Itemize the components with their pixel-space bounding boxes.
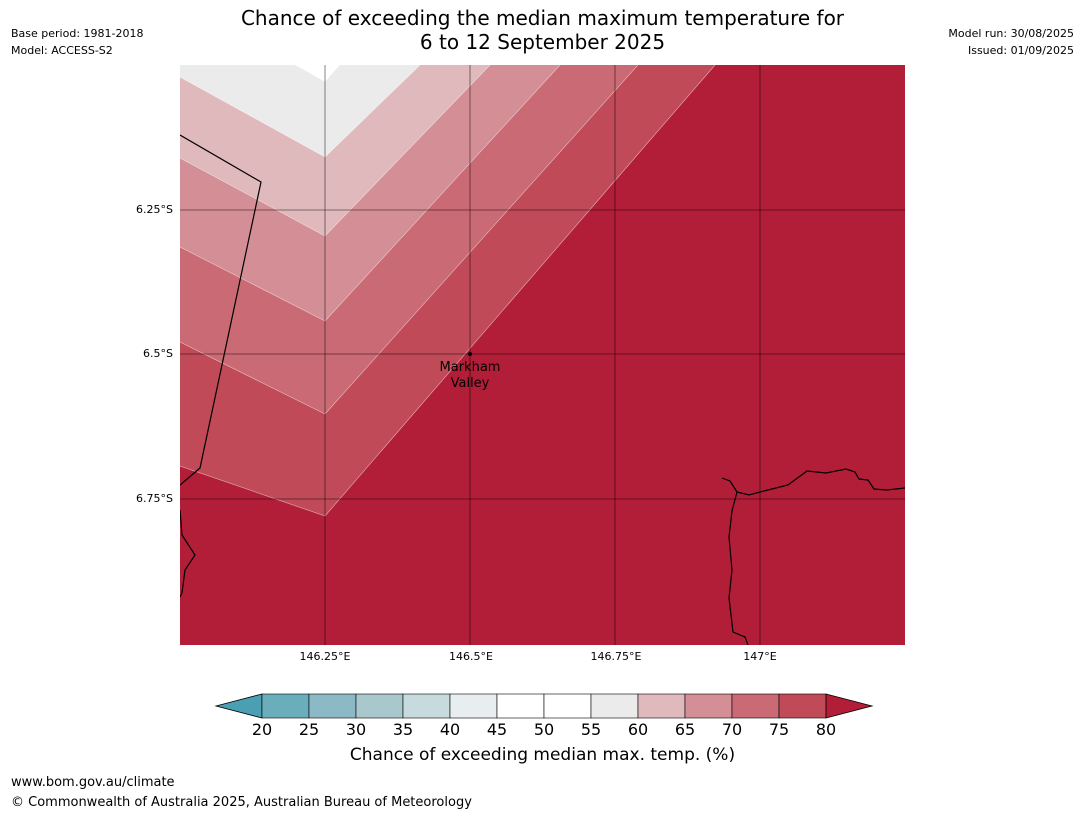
colorbar-tick-label: 65 bbox=[674, 720, 696, 739]
colorbar-extend-high bbox=[825, 693, 874, 719]
place-label: Markham Valley bbox=[400, 360, 540, 392]
lon-tick-146-5: 146.5°E bbox=[449, 650, 493, 663]
colorbar-extend-low bbox=[214, 693, 263, 719]
colorbar-segment bbox=[261, 693, 310, 719]
colorbar-segment bbox=[684, 693, 733, 719]
colorbar-tick-label: 55 bbox=[580, 720, 602, 739]
colorbar-segment bbox=[731, 693, 780, 719]
footer-copyright: © Commonwealth of Australia 2025, Austra… bbox=[11, 795, 472, 810]
meta-right: Model run: 30/08/2025 Issued: 01/09/2025 bbox=[948, 25, 1074, 59]
colorbar-title: Chance of exceeding median max. temp. (%… bbox=[349, 745, 736, 765]
colorbar-segment bbox=[496, 693, 545, 719]
colorbar-segment bbox=[590, 693, 639, 719]
band-55-60 bbox=[180, 65, 420, 157]
band-50-55 bbox=[180, 65, 340, 82]
map-title: Chance of exceeding the median maximum t… bbox=[0, 6, 1085, 54]
colorbar-segment bbox=[637, 693, 686, 719]
lat-tick-6-75: 6.75°S bbox=[136, 492, 173, 505]
title-line-2: 6 to 12 September 2025 bbox=[419, 30, 666, 54]
colorbar-tick-label: 60 bbox=[627, 720, 649, 739]
colorbar-tick-label: 50 bbox=[533, 720, 555, 739]
colorbar-segment bbox=[402, 693, 451, 719]
lat-tick-6-25: 6.25°S bbox=[136, 203, 173, 216]
colorbar-tick-label: 70 bbox=[721, 720, 743, 739]
colorbar-tick-label: 80 bbox=[815, 720, 837, 739]
meta-left: Base period: 1981-2018 Model: ACCESS-S2 bbox=[11, 25, 143, 59]
colorbar-tick-label: 30 bbox=[345, 720, 367, 739]
place-label-line-2: Valley bbox=[450, 376, 490, 391]
title-line-1: Chance of exceeding the median maximum t… bbox=[240, 6, 845, 30]
colorbar-tick-label: 40 bbox=[439, 720, 461, 739]
lon-tick-147: 147°E bbox=[743, 650, 777, 663]
lat-tick-6-5: 6.5°S bbox=[143, 347, 173, 360]
colorbar-segment bbox=[778, 693, 827, 719]
colorbar-tick-label: 75 bbox=[768, 720, 790, 739]
base-period: Base period: 1981-2018 bbox=[11, 27, 144, 40]
colorbar-tick-label: 45 bbox=[486, 720, 508, 739]
forecast-map[interactable] bbox=[180, 65, 905, 645]
colorbar bbox=[214, 693, 874, 719]
model-run: Model run: 30/08/2025 bbox=[948, 27, 1074, 40]
place-marker-icon bbox=[468, 352, 472, 356]
place-label-line-1: Markham bbox=[439, 360, 501, 375]
colorbar-tick-label: 25 bbox=[298, 720, 320, 739]
colorbar-segment bbox=[449, 693, 498, 719]
colorbar-segment bbox=[308, 693, 357, 719]
lon-tick-146-75: 146.75°E bbox=[590, 650, 642, 663]
colorbar-segment bbox=[543, 693, 592, 719]
boundary-lines bbox=[180, 134, 905, 645]
colorbar-tick-label: 35 bbox=[392, 720, 414, 739]
footer-url[interactable]: www.bom.gov.au/climate bbox=[11, 775, 175, 790]
colorbar-tick-label: 20 bbox=[251, 720, 273, 739]
model-name: Model: ACCESS-S2 bbox=[11, 44, 113, 57]
lon-tick-146-25: 146.25°E bbox=[299, 650, 351, 663]
issued-date: Issued: 01/09/2025 bbox=[967, 44, 1074, 57]
colorbar-segment bbox=[355, 693, 404, 719]
